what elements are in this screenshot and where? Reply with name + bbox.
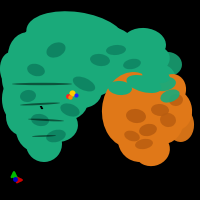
- Ellipse shape: [76, 64, 116, 96]
- Ellipse shape: [126, 75, 162, 93]
- Ellipse shape: [160, 113, 176, 127]
- Ellipse shape: [31, 114, 49, 126]
- Ellipse shape: [2, 78, 30, 122]
- Ellipse shape: [12, 83, 72, 85]
- Ellipse shape: [117, 51, 163, 89]
- Ellipse shape: [135, 139, 153, 149]
- Ellipse shape: [160, 89, 180, 103]
- Ellipse shape: [80, 26, 136, 62]
- Ellipse shape: [106, 106, 142, 142]
- Ellipse shape: [26, 126, 62, 162]
- Ellipse shape: [8, 32, 52, 88]
- Ellipse shape: [136, 78, 152, 90]
- Ellipse shape: [60, 103, 80, 117]
- Ellipse shape: [46, 130, 66, 142]
- Ellipse shape: [166, 106, 194, 142]
- Ellipse shape: [46, 42, 66, 58]
- Ellipse shape: [124, 131, 140, 141]
- Ellipse shape: [90, 54, 110, 66]
- Ellipse shape: [102, 72, 162, 148]
- Ellipse shape: [150, 76, 178, 104]
- Ellipse shape: [20, 103, 60, 105]
- Ellipse shape: [134, 134, 170, 166]
- Ellipse shape: [32, 135, 56, 137]
- Ellipse shape: [20, 22, 80, 66]
- Ellipse shape: [106, 45, 126, 55]
- Ellipse shape: [22, 74, 58, 106]
- Ellipse shape: [40, 80, 88, 120]
- Ellipse shape: [118, 118, 162, 162]
- Ellipse shape: [98, 38, 150, 74]
- Ellipse shape: [16, 108, 56, 152]
- Ellipse shape: [27, 64, 45, 76]
- Ellipse shape: [144, 64, 176, 96]
- Ellipse shape: [73, 77, 95, 91]
- Ellipse shape: [2, 55, 38, 105]
- Ellipse shape: [160, 90, 192, 130]
- Ellipse shape: [40, 46, 80, 82]
- Ellipse shape: [58, 72, 102, 108]
- Ellipse shape: [20, 90, 36, 102]
- Ellipse shape: [0, 52, 24, 88]
- Ellipse shape: [6, 96, 42, 136]
- Ellipse shape: [134, 46, 170, 74]
- Ellipse shape: [154, 52, 182, 76]
- Ellipse shape: [63, 35, 121, 77]
- Ellipse shape: [142, 69, 170, 83]
- Ellipse shape: [112, 82, 144, 110]
- Ellipse shape: [122, 28, 166, 60]
- Ellipse shape: [158, 74, 186, 106]
- Ellipse shape: [118, 92, 170, 156]
- Ellipse shape: [28, 119, 64, 121]
- Ellipse shape: [132, 74, 180, 134]
- Ellipse shape: [92, 54, 128, 86]
- Ellipse shape: [152, 77, 176, 91]
- Ellipse shape: [50, 54, 102, 98]
- Ellipse shape: [169, 94, 183, 106]
- Ellipse shape: [26, 11, 126, 61]
- Ellipse shape: [123, 59, 141, 69]
- Ellipse shape: [34, 106, 78, 142]
- Ellipse shape: [139, 124, 157, 136]
- Ellipse shape: [151, 104, 169, 116]
- Ellipse shape: [126, 109, 146, 123]
- Ellipse shape: [144, 96, 184, 144]
- Ellipse shape: [108, 81, 132, 95]
